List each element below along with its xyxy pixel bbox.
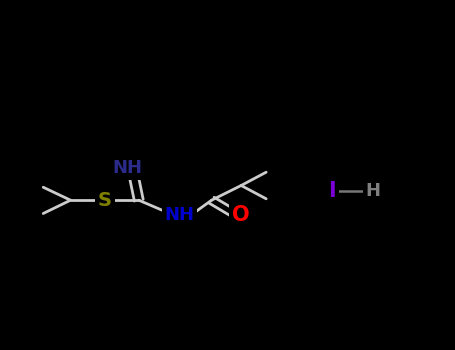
Text: NH: NH [112,159,142,177]
Text: I: I [329,181,336,201]
Text: O: O [233,205,250,225]
Text: NH: NH [165,206,195,224]
Text: H: H [366,182,380,200]
Text: S: S [98,191,111,210]
